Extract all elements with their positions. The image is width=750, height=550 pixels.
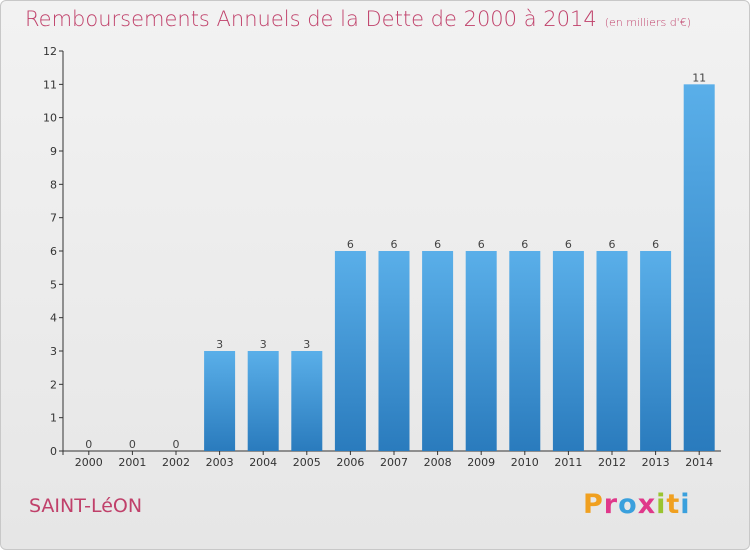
- y-tick-label: 1: [50, 412, 57, 425]
- x-tick-label: 2012: [598, 456, 626, 469]
- bar-value-label: 0: [173, 438, 180, 451]
- bar: [334, 251, 366, 451]
- y-tick-label: 8: [50, 178, 57, 191]
- bar-value-label: 6: [652, 238, 659, 251]
- bar: [640, 251, 672, 451]
- y-tick-label: 2: [50, 378, 57, 391]
- bar-value-label: 6: [565, 238, 572, 251]
- x-tick-label: 2004: [249, 456, 277, 469]
- bar-value-label: 6: [609, 238, 616, 251]
- proxiti-logo: Proxiti: [583, 489, 691, 520]
- bar: [596, 251, 628, 451]
- y-tick-label: 11: [43, 78, 57, 91]
- x-tick-label: 2000: [75, 456, 103, 469]
- chart-title-text: Remboursements Annuels de la Dette de 20…: [25, 7, 597, 31]
- logo-letter: r: [603, 489, 619, 520]
- bar-value-label: 3: [260, 338, 267, 351]
- bar: [465, 251, 497, 451]
- logo-letter: i: [680, 489, 691, 520]
- bar-value-label: 6: [478, 238, 485, 251]
- bar: [247, 351, 279, 451]
- x-tick-label: 2014: [685, 456, 713, 469]
- bar: [378, 251, 410, 451]
- logo-letter: x: [637, 489, 657, 520]
- logo-letter: o: [618, 489, 638, 520]
- bar-value-label: 0: [129, 438, 136, 451]
- logo-letter: P: [583, 489, 604, 520]
- y-tick-label: 5: [50, 278, 57, 291]
- x-tick-label: 2003: [206, 456, 234, 469]
- bar-value-label: 3: [216, 338, 223, 351]
- y-tick-label: 6: [50, 245, 57, 258]
- x-tick-label: 2008: [424, 456, 452, 469]
- bar: [291, 351, 323, 451]
- y-tick-label: 4: [50, 312, 57, 325]
- x-tick-label: 2007: [380, 456, 408, 469]
- chart-title: Remboursements Annuels de la Dette de 20…: [25, 7, 691, 31]
- x-tick-label: 2011: [554, 456, 582, 469]
- x-tick-label: 2010: [511, 456, 539, 469]
- bar: [509, 251, 541, 451]
- x-tick-label: 2006: [336, 456, 364, 469]
- x-tick-label: 2005: [293, 456, 321, 469]
- bar: [204, 351, 236, 451]
- logo-letter: t: [666, 489, 681, 520]
- y-tick-label: 10: [43, 112, 57, 125]
- y-tick-label: 7: [50, 212, 57, 225]
- y-tick-label: 0: [50, 445, 57, 458]
- bar-value-label: 0: [85, 438, 92, 451]
- bar-value-label: 6: [347, 238, 354, 251]
- chart-subtitle: (en milliers d'€): [604, 16, 691, 29]
- bar: [552, 251, 584, 451]
- x-tick-label: 2009: [467, 456, 495, 469]
- x-tick-label: 2001: [118, 456, 146, 469]
- logo-letter: i: [656, 489, 667, 520]
- bar-value-label: 6: [391, 238, 398, 251]
- y-tick-label: 9: [50, 145, 57, 158]
- bar-value-label: 3: [303, 338, 310, 351]
- bar-value-label: 6: [521, 238, 528, 251]
- y-tick-label: 12: [43, 45, 57, 58]
- x-tick-label: 2002: [162, 456, 190, 469]
- bar: [683, 84, 715, 451]
- y-tick-label: 3: [50, 345, 57, 358]
- x-tick-label: 2013: [642, 456, 670, 469]
- commune-name: SAINT-LéON: [29, 495, 143, 517]
- bar-value-label: 11: [692, 71, 706, 84]
- bar: [422, 251, 454, 451]
- bar-value-label: 6: [434, 238, 441, 251]
